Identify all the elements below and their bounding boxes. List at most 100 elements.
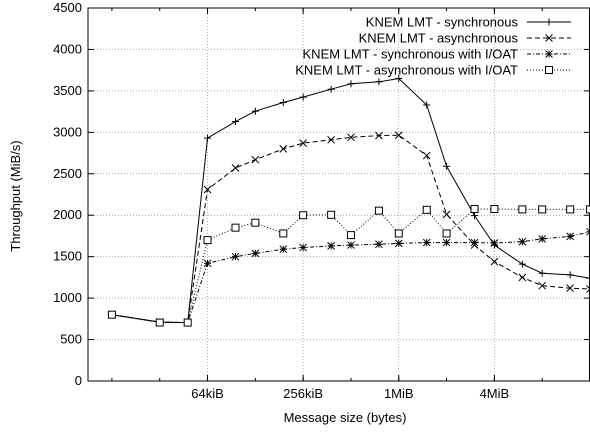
point-marker-square — [346, 231, 355, 240]
point-marker-star — [545, 50, 553, 58]
point-marker-square — [374, 206, 383, 215]
point-marker-plus — [395, 74, 403, 82]
series-4 — [107, 205, 590, 327]
series-line — [111, 77, 590, 324]
point-marker-star — [203, 259, 212, 268]
point-marker-star — [490, 239, 499, 247]
point-marker-cross — [231, 164, 240, 172]
point-marker-cross — [442, 210, 451, 219]
legend-label: KNEM LMT - asynchronous — [359, 31, 519, 46]
point-marker-cross — [347, 133, 355, 142]
point-marker-star — [299, 243, 307, 252]
point-marker-cross — [279, 145, 288, 153]
point-marker-cross — [299, 139, 307, 147]
legend-entry-4: KNEM LMT - asynchronous with I/OAT — [295, 63, 571, 78]
point-marker-star — [251, 249, 260, 258]
point-marker-star — [538, 234, 547, 243]
point-marker-square — [586, 205, 590, 214]
y-tick-label: 2500 — [53, 166, 82, 181]
point-marker-square — [231, 223, 240, 232]
point-marker-square — [518, 205, 527, 214]
point-marker-cross — [422, 151, 431, 160]
point-marker-plus — [545, 18, 553, 26]
point-marker-square — [394, 229, 403, 238]
grid-layer — [88, 8, 590, 381]
y-tick-label: 3500 — [53, 83, 82, 98]
legend-label: KNEM LMT - synchronous with I/OAT — [302, 47, 518, 62]
point-marker-plus — [347, 80, 355, 88]
point-marker-square — [251, 218, 260, 227]
y-tick-label: 2000 — [53, 207, 82, 222]
tick-layer: 0 500 1000 1500 2000 2500 3000 3500 4000 4500 64ki… — [53, 0, 590, 401]
y-tick-label: 1500 — [53, 249, 82, 264]
series-2 — [108, 131, 590, 327]
point-marker-square — [183, 318, 192, 327]
point-marker-star — [347, 241, 355, 249]
point-marker-square — [566, 205, 575, 214]
point-marker-plus — [423, 101, 431, 109]
point-marker-plus — [471, 212, 479, 220]
point-marker-plus — [327, 85, 335, 93]
x-tick-label: 4MiB — [480, 386, 510, 401]
point-marker-cross — [203, 185, 212, 194]
legend-entry-3: KNEM LMT - synchronous with I/OAT — [302, 47, 571, 62]
point-marker-square — [442, 229, 451, 238]
point-marker-star — [442, 238, 451, 247]
series-3 — [108, 227, 590, 327]
y-tick-label: 4500 — [53, 0, 82, 15]
point-marker-plus — [251, 107, 259, 115]
y-tick-label: 0 — [75, 373, 82, 388]
x-tick-label: 256kiB — [283, 386, 323, 401]
legend-label: KNEM LMT - synchronous — [366, 15, 519, 30]
series-1 — [108, 74, 590, 327]
x-axis-label: Message size (bytes) — [284, 410, 407, 425]
point-marker-plus — [375, 78, 383, 86]
point-marker-square — [203, 236, 212, 245]
series-line — [111, 231, 590, 324]
point-marker-cross — [490, 257, 499, 266]
point-marker-square — [107, 310, 116, 319]
point-marker-star — [470, 238, 479, 247]
point-marker-star — [327, 242, 335, 250]
point-marker-square — [538, 205, 547, 214]
point-marker-star — [375, 240, 383, 249]
point-marker-plus — [586, 274, 590, 282]
x-tick-label: 1MiB — [384, 386, 414, 401]
point-marker-star — [518, 237, 527, 246]
point-marker-plus — [204, 134, 212, 142]
point-marker-cross — [566, 284, 575, 293]
point-marker-plus — [279, 98, 287, 106]
point-marker-square — [545, 66, 553, 74]
point-marker-square — [490, 205, 499, 214]
point-marker-square — [299, 211, 308, 220]
series-line — [111, 134, 590, 324]
point-marker-cross — [251, 155, 260, 164]
y-tick-label: 500 — [60, 332, 82, 347]
point-marker-star — [586, 227, 590, 236]
point-marker-cross — [327, 135, 335, 144]
y-tick-label: 4000 — [53, 41, 82, 56]
legend-entry-1: KNEM LMT - synchronous — [366, 15, 571, 30]
point-marker-plus — [566, 271, 574, 279]
point-marker-star — [394, 239, 403, 248]
series-line — [111, 208, 590, 324]
point-marker-square — [422, 205, 431, 214]
x-tick-label: 64kiB — [191, 386, 224, 401]
point-marker-star — [566, 232, 575, 241]
point-marker-plus — [538, 269, 546, 277]
y-axis-label: Throughput (MiB/s) — [8, 140, 23, 251]
point-marker-star — [422, 238, 431, 247]
point-marker-cross — [375, 131, 383, 140]
point-marker-plus — [518, 260, 526, 268]
legend-label: KNEM LMT - asynchronous with I/OAT — [295, 63, 518, 78]
series-layer — [107, 74, 590, 327]
point-marker-cross — [586, 285, 590, 293]
point-marker-star — [279, 245, 288, 254]
point-marker-square — [279, 229, 288, 238]
y-tick-label: 3000 — [53, 124, 82, 139]
point-marker-plus — [231, 118, 239, 126]
point-marker-cross — [538, 281, 547, 290]
point-marker-square — [327, 210, 336, 219]
point-marker-plus — [443, 162, 451, 170]
